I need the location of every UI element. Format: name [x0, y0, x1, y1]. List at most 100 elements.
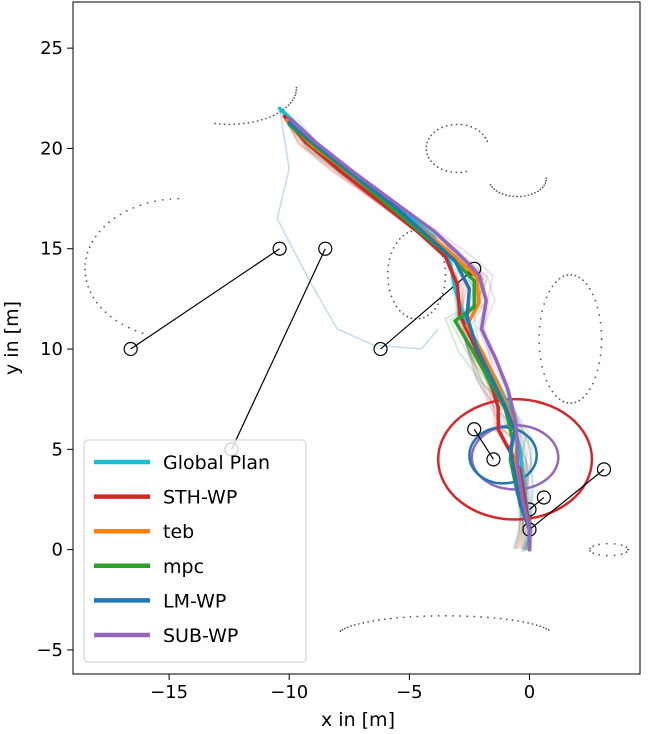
laser-scan-point — [551, 285, 554, 288]
laser-scan-point — [627, 548, 629, 551]
y-tick-label: 15 — [40, 239, 63, 260]
x-tick-label: −10 — [270, 682, 308, 703]
laser-scan-point — [141, 332, 144, 335]
laser-scan-point — [387, 283, 390, 286]
laser-scan-point — [433, 163, 435, 166]
laser-scan-point — [402, 234, 405, 237]
laser-scan-point — [398, 238, 401, 240]
laser-scan-point — [427, 156, 430, 159]
laser-scan-point — [599, 354, 602, 357]
laser-scan-point — [539, 188, 542, 191]
laser-scan-point — [233, 123, 236, 126]
laser-scan-point — [470, 125, 473, 128]
laser-scan-point — [343, 627, 346, 630]
laser-scan-point — [132, 206, 135, 209]
legend-label: STH-WP — [163, 487, 237, 509]
laser-scan-point — [543, 184, 546, 187]
laser-scan-point — [543, 303, 546, 305]
laser-scan-point — [548, 290, 551, 293]
laser-scan-point — [410, 230, 413, 233]
laser-scan-point — [535, 624, 538, 627]
laser-scan-point — [538, 350, 541, 353]
laser-scan-point — [551, 390, 554, 393]
laser-scan-point — [440, 168, 443, 171]
laser-scan-point — [558, 277, 561, 280]
laser-scan-point — [537, 190, 539, 193]
laser-scan-point — [499, 617, 502, 620]
laser-scan-point — [489, 183, 492, 186]
laser-scan-point — [598, 553, 601, 556]
laser-scan-point — [295, 89, 298, 92]
laser-scan-point — [389, 617, 392, 620]
laser-scan-point — [392, 246, 395, 249]
laser-scan-point — [596, 306, 599, 309]
laser-scan-point — [388, 258, 391, 260]
laser-scan-point — [443, 261, 446, 263]
x-axis-label: x in [m] — [321, 709, 395, 731]
laser-scan-point — [570, 402, 573, 405]
laser-scan-point — [350, 625, 352, 628]
laser-scan-point — [398, 309, 401, 312]
laser-scan-point — [558, 398, 561, 401]
laser-scan-point — [388, 289, 391, 292]
laser-scan-point — [395, 242, 398, 244]
laser-scan-point — [591, 293, 594, 296]
laser-scan-point — [588, 388, 591, 391]
laser-scan-point — [94, 235, 97, 238]
laser-scan-point — [498, 191, 501, 194]
laser-scan-point — [395, 305, 398, 308]
laser-scan-point — [545, 177, 548, 180]
laser-scan-point — [541, 186, 544, 189]
laser-scan-point — [594, 299, 597, 302]
laser-scan-point — [522, 621, 525, 623]
laser-scan-point — [589, 549, 591, 552]
laser-scan-point — [591, 382, 594, 385]
laser-scan-point — [493, 188, 495, 190]
waypoint-range-circle — [468, 426, 538, 485]
x-tick-label: 0 — [524, 682, 535, 703]
obstacle-path-line — [529, 468, 605, 531]
laser-scan-point — [353, 624, 356, 626]
laser-scan-point — [113, 217, 116, 220]
laser-scan-point — [425, 145, 428, 148]
laser-scan-point — [84, 268, 86, 271]
obstacle-link-layer — [123, 241, 612, 537]
laser-scan-point — [544, 182, 547, 184]
laser-scan-point — [121, 323, 124, 326]
laser-scan-point — [409, 616, 412, 618]
laser-scan-point — [566, 401, 569, 404]
laser-scan-point — [545, 627, 548, 630]
laser-scan-point — [291, 99, 294, 102]
laser-scan-point — [541, 310, 544, 313]
laser-scan-point — [427, 137, 430, 140]
laser-scan-point — [527, 194, 530, 197]
laser-scan-point — [410, 317, 413, 320]
laser-scan-point — [357, 622, 360, 625]
laser-scan-point — [545, 296, 548, 299]
laser-scan-point — [585, 392, 588, 395]
laser-scan-point — [100, 306, 102, 309]
laser-scan-point — [441, 292, 444, 295]
y-tick-label: 25 — [40, 38, 63, 59]
obstacle-marker — [373, 341, 388, 357]
laser-scan-point — [505, 194, 507, 196]
laser-scan-point — [146, 202, 149, 204]
laser-scan-point — [493, 617, 496, 619]
laser-scan-point — [594, 376, 597, 379]
laser-scan-point — [444, 280, 446, 283]
laser-scan-point — [437, 128, 439, 131]
obstacle-marker — [318, 241, 333, 256]
laser-scan-point — [392, 300, 395, 303]
laser-scan-point — [491, 186, 493, 188]
obstacle-marker — [596, 462, 612, 477]
obstacle-path-line — [130, 248, 280, 350]
laser-scan-point — [600, 338, 603, 340]
laser-scan-point — [390, 252, 393, 255]
laser-scan-point — [396, 617, 399, 619]
laser-scan-point — [125, 210, 128, 212]
x-tick-label: −5 — [396, 682, 423, 703]
laser-scan-point — [599, 321, 602, 324]
legend-label: Global Plan — [163, 452, 270, 474]
laser-scan-point — [92, 296, 95, 299]
laser-scan-point — [505, 618, 508, 621]
